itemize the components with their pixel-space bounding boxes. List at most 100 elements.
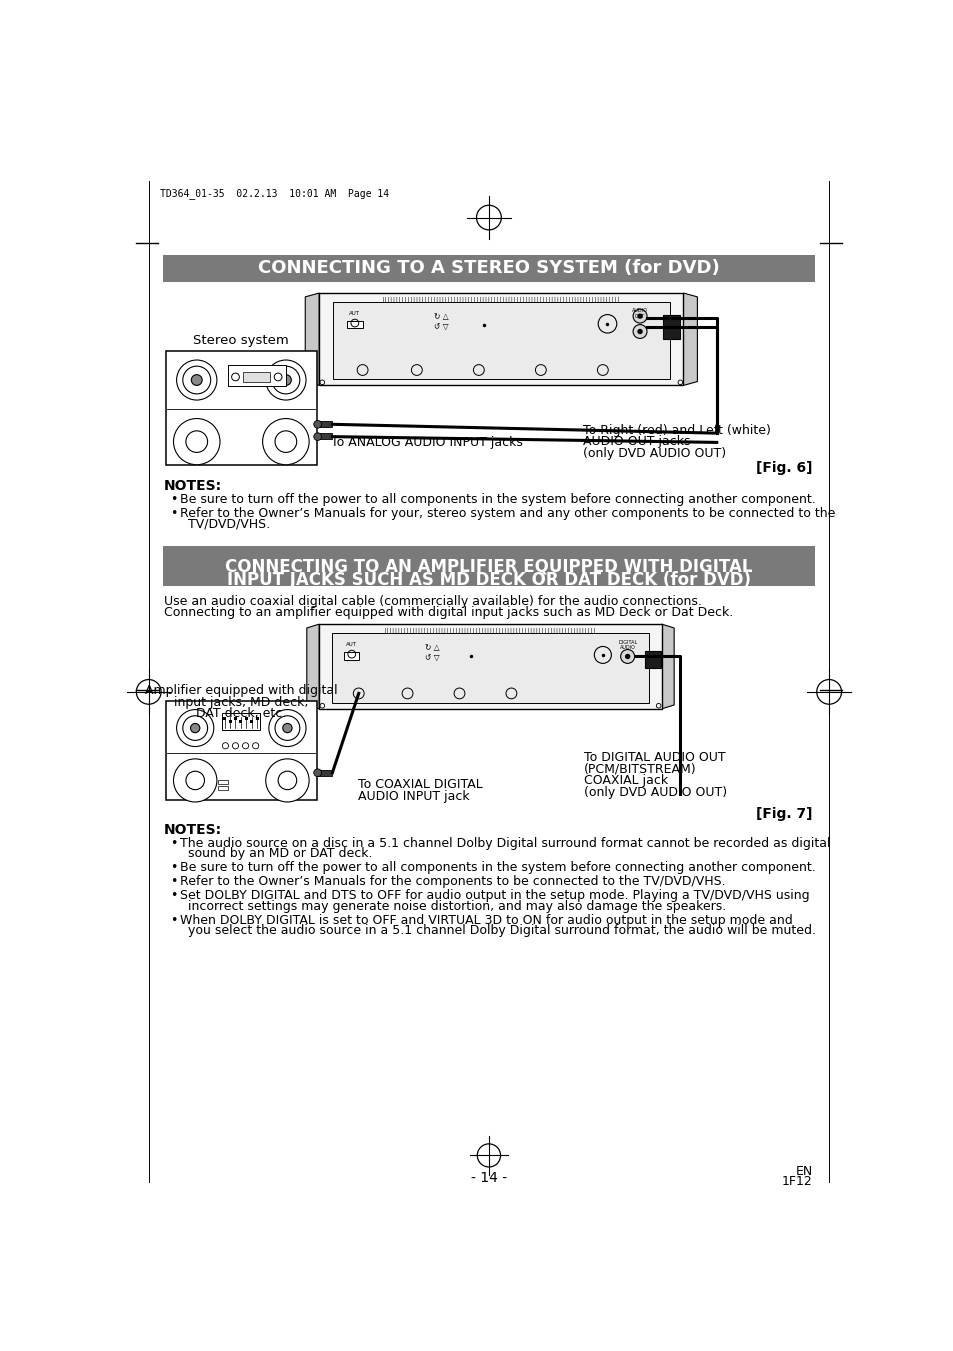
Circle shape <box>186 431 208 453</box>
Polygon shape <box>661 624 674 709</box>
Circle shape <box>191 723 199 732</box>
Text: - 14 -: - 14 - <box>471 1171 506 1185</box>
Circle shape <box>637 313 642 319</box>
Text: CONNECTING TO AN AMPLIFIER EQUIPPED WITH DIGITAL: CONNECTING TO AN AMPLIFIER EQUIPPED WITH… <box>225 557 752 576</box>
Text: COAXIAL jack: COAXIAL jack <box>583 774 668 788</box>
Circle shape <box>173 759 216 802</box>
Circle shape <box>637 328 642 334</box>
Bar <box>162 254 815 282</box>
Circle shape <box>266 359 306 400</box>
Text: •: • <box>171 836 177 850</box>
Circle shape <box>192 374 202 385</box>
Bar <box>332 634 649 703</box>
Text: INPUT JACKS SUCH AS MD DECK OR DAT DECK (for DVD): INPUT JACKS SUCH AS MD DECK OR DAT DECK … <box>227 571 750 589</box>
Circle shape <box>262 419 309 465</box>
Text: TD364_01-35  02.2.13  10:01 AM  Page 14: TD364_01-35 02.2.13 10:01 AM Page 14 <box>159 188 388 199</box>
Bar <box>318 434 332 439</box>
Text: you select the audio source in a 5.1 channel Dolby Digital surround format, the : you select the audio source in a 5.1 cha… <box>179 924 815 938</box>
Bar <box>243 372 270 382</box>
Bar <box>333 303 669 380</box>
Text: The audio source on a disc in a 5.1 channel Dolby Digital surround format cannot: The audio source on a disc in a 5.1 chan… <box>179 836 829 850</box>
Polygon shape <box>305 293 319 385</box>
Bar <box>218 780 228 785</box>
Text: ↻ △: ↻ △ <box>434 312 449 322</box>
Bar <box>166 351 316 465</box>
Text: AUDIO
OUT: AUDIO OUT <box>632 308 647 319</box>
Circle shape <box>280 374 291 385</box>
Bar <box>344 651 359 659</box>
Text: EN: EN <box>795 1165 812 1178</box>
Text: ||||||||||||||||||||||||||||||||||||||||||||||||||||||||||||||||||||||||||||||||: ||||||||||||||||||||||||||||||||||||||||… <box>381 296 620 301</box>
Circle shape <box>176 709 213 747</box>
Circle shape <box>633 309 646 323</box>
Bar <box>221 713 260 730</box>
Text: When DOLBY DIGITAL is set to OFF and VIRTUAL 3D to ON for audio output in the se: When DOLBY DIGITAL is set to OFF and VIR… <box>179 913 792 927</box>
Bar <box>662 315 679 339</box>
Circle shape <box>183 716 208 740</box>
Circle shape <box>176 359 216 400</box>
Text: Be sure to turn off the power to all components in the system before connecting : Be sure to turn off the power to all com… <box>179 493 815 507</box>
Text: •: • <box>171 862 177 874</box>
Circle shape <box>278 771 296 790</box>
Text: Refer to the Owner’s Manuals for the components to be connected to the TV/DVD/VH: Refer to the Owner’s Manuals for the com… <box>179 875 724 888</box>
Text: (PCM/BITSTREAM): (PCM/BITSTREAM) <box>583 763 696 775</box>
Text: •: • <box>171 875 177 888</box>
Text: NOTES:: NOTES: <box>164 480 222 493</box>
Text: 1F12: 1F12 <box>781 1175 812 1189</box>
Bar <box>218 786 228 790</box>
Text: ||||||||||||||||||||||||||||||||||||||||||||||||||||||||||||||||||||||||||: ||||||||||||||||||||||||||||||||||||||||… <box>384 627 597 634</box>
Circle shape <box>314 769 321 777</box>
Text: DAT deck, etc.: DAT deck, etc. <box>195 707 286 720</box>
Text: CONNECTING TO A STEREO SYSTEM (for DVD): CONNECTING TO A STEREO SYSTEM (for DVD) <box>257 259 720 277</box>
Text: To COAXIAL DIGITAL: To COAXIAL DIGITAL <box>357 778 482 792</box>
Text: Use an audio coaxial digital cable (commercially available) for the audio connec: Use an audio coaxial digital cable (comm… <box>164 594 701 608</box>
Circle shape <box>633 324 646 339</box>
Text: TV/DVD/VHS.: TV/DVD/VHS. <box>179 517 270 531</box>
Circle shape <box>266 759 309 802</box>
Bar <box>233 717 236 720</box>
Circle shape <box>282 723 292 732</box>
Text: Be sure to turn off the power to all components in the system before connecting : Be sure to turn off the power to all com… <box>179 862 815 874</box>
Bar <box>162 546 815 585</box>
Text: To ANALOG AUDIO INPUT jacks: To ANALOG AUDIO INPUT jacks <box>331 436 522 450</box>
Circle shape <box>620 650 634 663</box>
Text: AUT: AUT <box>346 643 356 647</box>
Text: •: • <box>171 889 177 902</box>
Bar <box>347 320 362 328</box>
Text: •: • <box>171 913 177 927</box>
Circle shape <box>269 709 306 747</box>
Bar <box>228 365 286 386</box>
Bar <box>319 624 661 709</box>
Text: AUT: AUT <box>349 311 360 316</box>
Text: To DIGITAL AUDIO OUT: To DIGITAL AUDIO OUT <box>583 751 725 765</box>
Circle shape <box>173 419 220 465</box>
Text: •: • <box>171 493 177 507</box>
Text: Set DOLBY DIGITAL and DTS to OFF for audio output in the setup mode. Playing a T: Set DOLBY DIGITAL and DTS to OFF for aud… <box>179 889 808 902</box>
Bar <box>245 717 248 720</box>
Text: AUDIO INPUT jack: AUDIO INPUT jack <box>357 790 469 802</box>
Text: (only DVD AUDIO OUT): (only DVD AUDIO OUT) <box>582 447 725 461</box>
Text: ↻ △: ↻ △ <box>425 643 439 653</box>
Bar <box>645 651 660 667</box>
Text: input jacks, MD deck,: input jacks, MD deck, <box>173 696 308 709</box>
Text: ↺ ▽: ↺ ▽ <box>425 654 439 663</box>
Text: •: • <box>171 507 177 520</box>
Bar <box>318 422 332 427</box>
Circle shape <box>274 431 296 453</box>
Text: AUDIO OUT jacks: AUDIO OUT jacks <box>582 435 689 449</box>
Bar <box>319 293 682 385</box>
Text: Stereo system: Stereo system <box>193 334 289 347</box>
Text: Refer to the Owner’s Manuals for your, stereo system and any other components to: Refer to the Owner’s Manuals for your, s… <box>179 507 834 520</box>
Bar <box>166 701 316 800</box>
Circle shape <box>186 771 204 790</box>
Text: To Right (red) and Left (white): To Right (red) and Left (white) <box>582 424 770 436</box>
Bar <box>229 720 232 723</box>
Circle shape <box>314 420 321 428</box>
Bar <box>255 717 258 720</box>
Text: NOTES:: NOTES: <box>164 823 222 836</box>
Polygon shape <box>682 293 697 385</box>
Circle shape <box>624 654 630 659</box>
Circle shape <box>274 716 299 740</box>
Text: [Fig. 7]: [Fig. 7] <box>756 807 812 820</box>
Polygon shape <box>307 624 319 709</box>
